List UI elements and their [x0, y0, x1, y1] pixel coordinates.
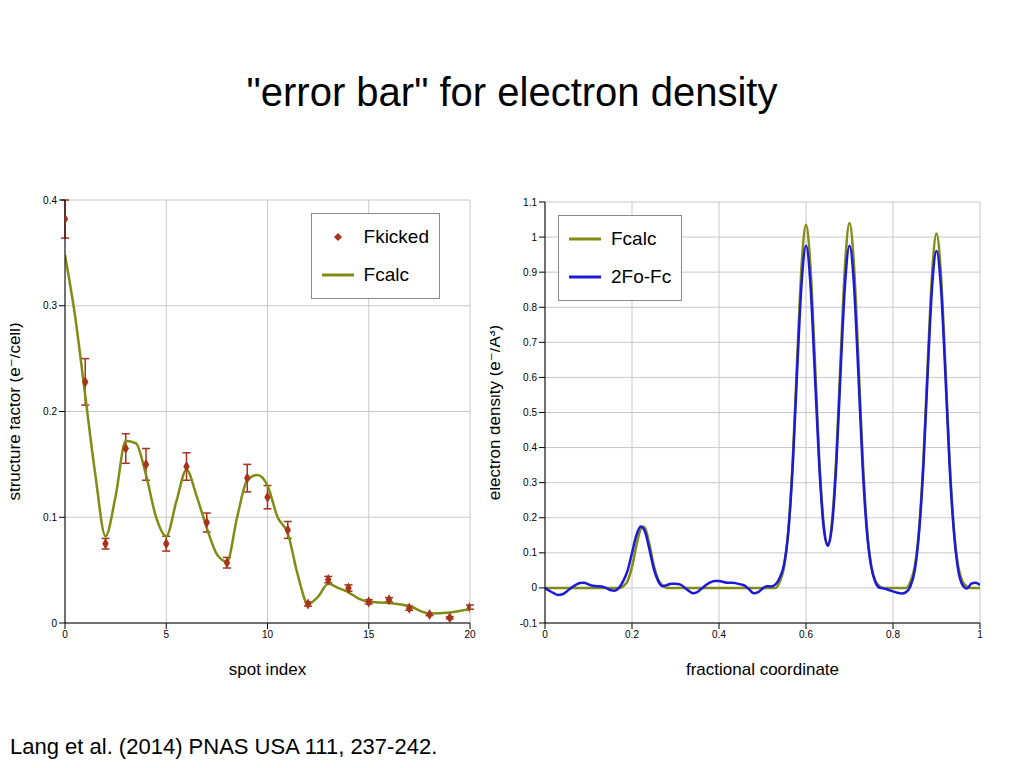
svg-text:15: 15: [363, 629, 375, 640]
svg-text:0.6: 0.6: [523, 372, 537, 383]
svg-text:structure factor (e⁻/cell): structure factor (e⁻/cell): [10, 322, 24, 500]
html-text:Fcalc: Fcalc: [363, 264, 409, 285]
svg-text:0.6: 0.6: [799, 629, 813, 640]
svg-text:0.2: 0.2: [625, 629, 639, 640]
html-text:Lang et al. (2014) PNAS USA 11: Lang et al. (2014) PNAS USA 111, 237-242…: [10, 734, 438, 759]
svg-text:1: 1: [531, 232, 537, 243]
html-text:Fkicked: Fkicked: [363, 226, 429, 247]
html-text:Fcalc: Fcalc: [611, 228, 657, 249]
svg-text:10: 10: [262, 629, 274, 640]
svg-text:spot index: spot index: [229, 660, 307, 679]
svg-text:20: 20: [464, 629, 476, 640]
svg-text:1.1: 1.1: [523, 197, 537, 208]
svg-text:0.8: 0.8: [523, 302, 537, 313]
html-text:2Fo-Fc: 2Fo-Fc: [611, 266, 672, 287]
svg-text:-0.1: -0.1: [520, 618, 538, 629]
svg-text:0.3: 0.3: [43, 300, 57, 311]
svg-text:1: 1: [977, 629, 983, 640]
svg-text:0: 0: [51, 618, 57, 629]
svg-text:0.2: 0.2: [523, 512, 537, 523]
svg-text:0.1: 0.1: [523, 547, 537, 558]
svg-text:0: 0: [531, 582, 537, 593]
svg-text:fractional coordinate: fractional coordinate: [686, 660, 839, 679]
svg-text:0: 0: [542, 629, 548, 640]
svg-text:electron density (e⁻/Å³): electron density (e⁻/Å³): [490, 325, 504, 500]
svg-text:0.4: 0.4: [43, 195, 57, 206]
svg-text:0.9: 0.9: [523, 267, 537, 278]
svg-text:0.2: 0.2: [43, 406, 57, 417]
svg-text:0.5: 0.5: [523, 407, 537, 418]
svg-text:0.8: 0.8: [886, 629, 900, 640]
svg-text:0.4: 0.4: [712, 629, 726, 640]
svg-text:0.4: 0.4: [523, 442, 537, 453]
svg-text:0.3: 0.3: [523, 477, 537, 488]
html-text:"error bar" for electron densi: "error bar" for electron density: [246, 70, 778, 114]
svg-text:5: 5: [163, 629, 169, 640]
svg-text:0: 0: [62, 629, 68, 640]
svg-text:0.7: 0.7: [523, 337, 537, 348]
svg-text:0.1: 0.1: [43, 512, 57, 523]
